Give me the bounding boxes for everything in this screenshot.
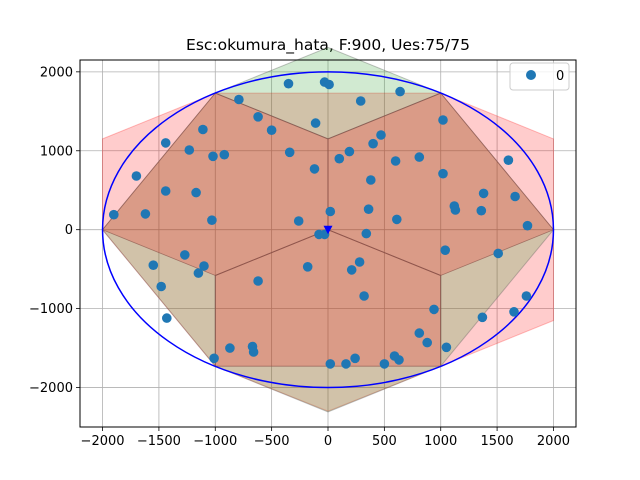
base-station-marker bbox=[323, 225, 333, 235]
data-point bbox=[521, 291, 532, 301]
data-point bbox=[440, 245, 451, 255]
data-point bbox=[266, 125, 277, 135]
data-point bbox=[438, 168, 448, 179]
data-point bbox=[510, 191, 520, 202]
plot-area: −2000 −1500 −1000 −500 0 500 1000 1500 2000 −2000… bbox=[29, 46, 577, 449]
data-point bbox=[109, 209, 119, 220]
data-point bbox=[450, 205, 461, 215]
data-point bbox=[325, 206, 336, 217]
data-point bbox=[283, 78, 294, 89]
data-point bbox=[207, 215, 217, 225]
legend-marker bbox=[526, 70, 536, 80]
data-point bbox=[284, 147, 295, 158]
data-point bbox=[376, 130, 386, 140]
x-tick-label: −1500 bbox=[137, 434, 181, 449]
x-tick-label: −500 bbox=[254, 434, 290, 449]
data-point bbox=[344, 146, 355, 157]
data-point bbox=[522, 220, 533, 231]
data-point bbox=[156, 281, 166, 292]
legend-label: 0 bbox=[556, 69, 564, 84]
data-point bbox=[363, 204, 374, 214]
data-point bbox=[509, 307, 519, 317]
data-point bbox=[414, 328, 425, 338]
data-point bbox=[309, 164, 320, 174]
data-point bbox=[162, 313, 172, 323]
coverage-circle bbox=[101, 71, 555, 389]
data-point bbox=[198, 124, 208, 135]
circle-layer bbox=[101, 71, 555, 389]
point-layer bbox=[109, 77, 533, 369]
data-point bbox=[325, 359, 336, 369]
data-point bbox=[350, 353, 360, 364]
data-point bbox=[234, 94, 244, 105]
data-point bbox=[140, 209, 151, 219]
x-tick-label: 500 bbox=[372, 434, 397, 449]
data-point bbox=[310, 118, 321, 128]
data-point bbox=[225, 343, 235, 353]
data-point bbox=[379, 359, 390, 369]
data-point bbox=[253, 276, 263, 286]
data-point bbox=[355, 96, 366, 106]
x-tick-label: −1000 bbox=[193, 434, 237, 449]
data-point bbox=[414, 152, 425, 162]
y-tick-label: 0 bbox=[65, 223, 73, 238]
data-point bbox=[394, 355, 404, 365]
data-point bbox=[476, 205, 487, 216]
x-tick-label: 1000 bbox=[424, 434, 457, 449]
data-point bbox=[248, 347, 259, 357]
data-point bbox=[199, 261, 209, 271]
data-point bbox=[395, 86, 405, 97]
grid-layer bbox=[80, 60, 576, 427]
data-point bbox=[478, 188, 489, 199]
data-point bbox=[341, 359, 351, 369]
y-tick-label: 2000 bbox=[40, 65, 73, 80]
data-point bbox=[184, 145, 195, 155]
data-point bbox=[361, 228, 372, 239]
data-point bbox=[209, 353, 219, 364]
data-point bbox=[253, 112, 263, 122]
data-point bbox=[302, 262, 313, 272]
y-tick-label: −1000 bbox=[29, 302, 73, 317]
data-point bbox=[334, 153, 345, 164]
data-point bbox=[392, 214, 402, 225]
data-point bbox=[503, 155, 514, 165]
data-point bbox=[493, 248, 504, 259]
data-point bbox=[429, 304, 439, 315]
x-tick-label: 2000 bbox=[537, 434, 570, 449]
data-point bbox=[324, 79, 334, 90]
data-point bbox=[354, 257, 365, 267]
x-tick-label: 0 bbox=[324, 434, 332, 449]
data-point bbox=[366, 175, 376, 185]
data-point bbox=[438, 115, 448, 125]
data-point bbox=[131, 171, 142, 181]
data-point bbox=[346, 265, 357, 275]
data-point bbox=[477, 312, 488, 323]
data-point bbox=[368, 138, 378, 149]
data-point bbox=[191, 187, 201, 198]
data-point bbox=[441, 342, 452, 353]
data-point bbox=[359, 291, 369, 301]
data-point bbox=[160, 186, 171, 196]
data-point bbox=[193, 268, 204, 278]
legend-box bbox=[509, 62, 570, 91]
data-point bbox=[208, 151, 218, 162]
data-point bbox=[390, 156, 401, 166]
legend: 0 bbox=[509, 62, 570, 91]
data-point bbox=[148, 260, 159, 271]
data-point bbox=[180, 250, 190, 260]
x-tick-label: −2000 bbox=[81, 434, 125, 449]
y-tick-label: −2000 bbox=[29, 381, 73, 396]
chart-title: Esc:okumura_hata, F:900, Ues:75/75 bbox=[186, 36, 470, 55]
station-layer bbox=[323, 225, 333, 235]
data-point bbox=[422, 337, 433, 348]
data-point bbox=[293, 216, 304, 226]
data-point bbox=[219, 149, 230, 160]
data-point bbox=[160, 138, 171, 148]
tick-layer: −2000 −1500 −1000 −500 0 500 1000 1500 2000 −2000… bbox=[29, 65, 570, 449]
y-tick-label: 1000 bbox=[40, 144, 73, 159]
x-tick-label: 1500 bbox=[481, 434, 514, 449]
